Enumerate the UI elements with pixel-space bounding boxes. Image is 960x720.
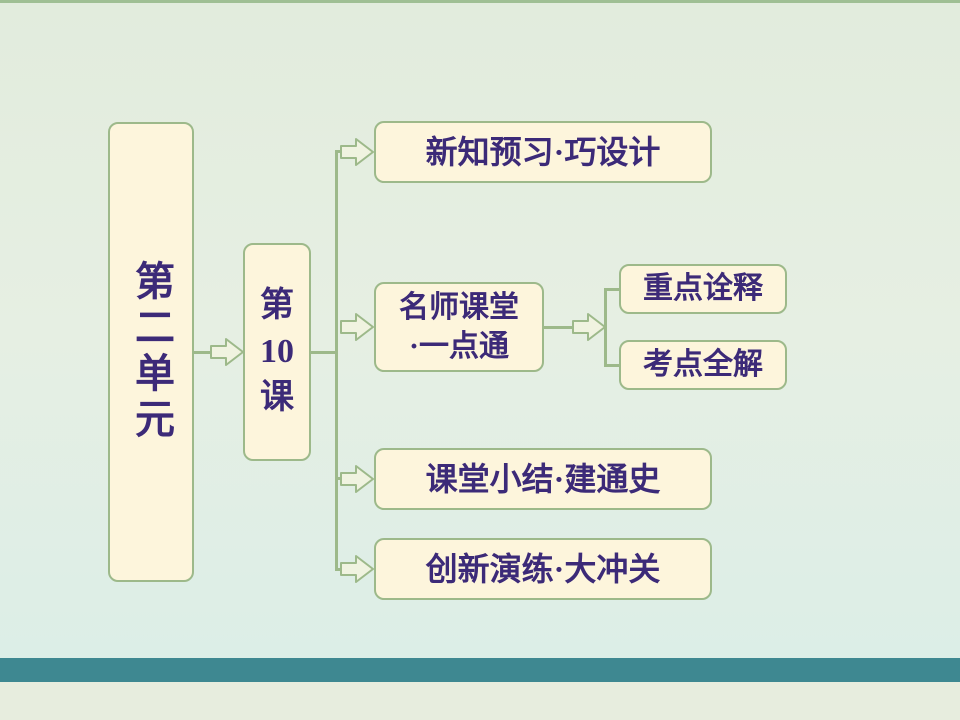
node-lesson: 第10课 bbox=[243, 243, 311, 461]
node-summary: 课堂小结·建通史 bbox=[374, 448, 712, 510]
node-practice: 创新演练·大冲关 bbox=[374, 538, 712, 600]
connector-line bbox=[544, 326, 572, 329]
node-exampoints-label: 考点全解 bbox=[643, 346, 763, 384]
node-lesson-label: 第10课 bbox=[260, 283, 294, 421]
arrow-icon bbox=[340, 138, 374, 166]
connector-line bbox=[604, 364, 620, 367]
node-unit-label: 第二单元 bbox=[126, 260, 176, 444]
arrow-icon bbox=[340, 555, 374, 583]
connector-line bbox=[194, 351, 210, 354]
node-preview: 新知预习·巧设计 bbox=[374, 121, 712, 183]
connector-line bbox=[604, 288, 620, 291]
node-lecture-label: 名师课堂·一点通 bbox=[399, 288, 519, 366]
connector-trunk-main bbox=[335, 152, 338, 570]
node-keypoints-label: 重点诠释 bbox=[643, 270, 763, 308]
arrow-icon bbox=[210, 338, 244, 366]
node-exampoints: 考点全解 bbox=[619, 340, 787, 390]
arrow-icon bbox=[340, 465, 374, 493]
arrow-icon bbox=[572, 313, 606, 341]
background-strip-light bbox=[0, 682, 960, 720]
node-lecture: 名师课堂·一点通 bbox=[374, 282, 544, 372]
arrow-icon bbox=[340, 313, 374, 341]
node-summary-label: 课堂小结·建通史 bbox=[426, 459, 661, 499]
connector-line bbox=[311, 351, 336, 354]
node-practice-label: 创新演练·大冲关 bbox=[426, 549, 661, 589]
node-keypoints: 重点诠释 bbox=[619, 264, 787, 314]
node-unit: 第二单元 bbox=[108, 122, 194, 582]
node-preview-label: 新知预习·巧设计 bbox=[426, 132, 661, 172]
background-strip-dark bbox=[0, 658, 960, 682]
